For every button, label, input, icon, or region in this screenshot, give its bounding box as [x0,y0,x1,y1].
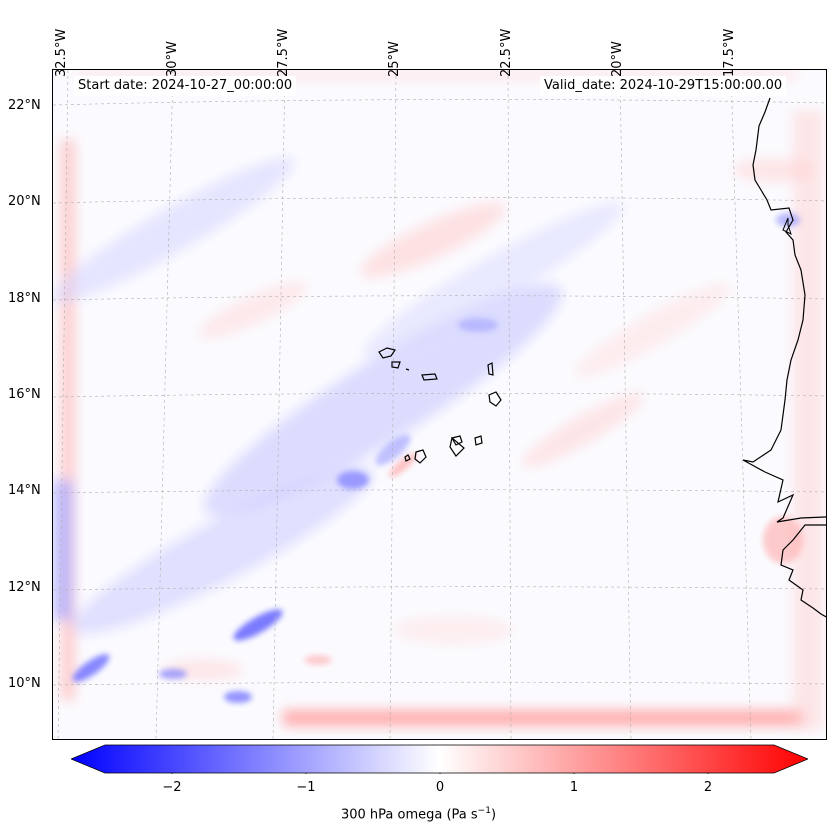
lat-label-12: 12°N [8,580,41,595]
cape-verde-islands [378,347,502,464]
lat-label-22: 22°N [8,98,41,113]
lon-label-30: 30°W [165,41,180,77]
valid-date-label: Valid_date: 2024-10-29T15:00:00.00 [540,76,787,96]
lat-label-16: 16°N [8,387,41,402]
lon-label-20: 20°W [610,41,625,77]
lat-label-20: 20°N [8,194,41,209]
lat-label-14: 14°N [8,483,41,498]
lon-label-25: 25°W [387,41,402,77]
colorbar-label: 300 hPa omega (Pa s−1) [0,806,837,822]
lon-label-17-5: 17.5°W [722,28,737,77]
start-date-label: Start date: 2024-10-27_00:00:00 [74,76,297,96]
map-panel [52,69,827,740]
lon-label-27-5: 27.5°W [276,28,291,77]
lon-label-32-5: 32.5°W [54,28,69,77]
lat-label-18: 18°N [8,291,41,306]
africa-coastline-south [780,524,826,618]
colorbar-tick-neg1: −1 [296,780,316,795]
omega-field-map [53,70,826,739]
gridlines [53,70,826,739]
lon-label-22-5: 22.5°W [499,28,514,77]
colorbar-label-text: 300 hPa omega (Pa s [340,807,478,823]
colorbar-label-end: ) [490,807,497,823]
colorbar-label-exponent: −1 [477,806,491,816]
lat-label-10: 10°N [8,676,41,691]
banc-arguin [782,217,792,235]
colorbar-tick-1: 1 [569,780,579,795]
colorbar-tick-neg2: −2 [162,780,182,795]
colorbar [71,744,808,774]
colorbar-tick-2: 2 [703,780,713,795]
omega-field-shading [53,70,823,730]
africa-coastline [742,97,826,523]
colorbar-tick-0: 0 [435,780,445,795]
